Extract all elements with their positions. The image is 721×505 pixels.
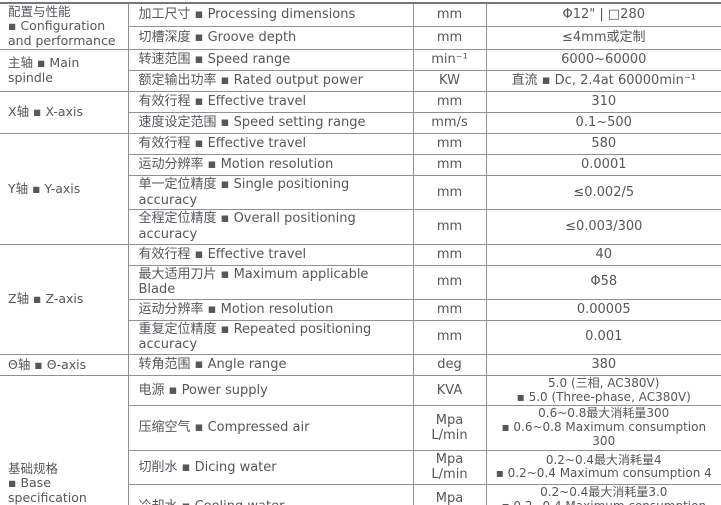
value-cell: 6000~60000 — [486, 49, 721, 71]
table-row: 单一定位精度 ▪ Single positioning accuracy mm ≤0… — [0, 175, 721, 210]
param-cell: 最大适用刀片 ▪ Maximum applicable Blade — [127, 264, 413, 300]
value-cell: 5.0 (三相, AC380V) ▪ 5.0 (Three-phase, AC3… — [486, 374, 721, 406]
param-cell: 切槽深度 ▪ Groove depth — [127, 25, 413, 50]
param-cell: 全程定位精度 ▪ Overall positioning accuracy — [127, 209, 413, 244]
value-cell: 直流 ▪ Dc, 2.4at 60000min⁻¹ — [486, 70, 721, 92]
category-cell: 配置与性能 ▪ Configuration and performance — [0, 2, 128, 50]
table-row: 最大适用刀片 ▪ Maximum applicable Blade mm Φ58 — [0, 264, 721, 300]
category-cell: Z轴 ▪ Z-axis — [0, 243, 128, 355]
value-cell: ≤0.002/5 — [486, 175, 721, 210]
param-cell: 重复定位精度 ▪ Repeated positioning accuracy — [127, 319, 413, 355]
unit-cell: mm — [412, 298, 487, 321]
value-cell: Φ12" | □280 — [486, 2, 721, 27]
table-row: 主轴 ▪ Main spindle 转速范围 ▪ Speed range min⁻¹… — [0, 49, 721, 92]
table-row: 压缩空气 ▪ Compressed air Mpa L/min 0.6~0.8最大消… — [0, 405, 721, 451]
unit-cell: mm — [412, 175, 487, 210]
param-cell: 有效行程 ▪ Effective travel — [127, 243, 413, 265]
table-row: 切削水 ▪ Dicing water Mpa L/min 0.2~0.4最大消耗量4… — [0, 449, 721, 485]
param-cell: 有效行程 ▪ Effective travel — [127, 91, 413, 113]
value-cell: 0.1~500 — [486, 112, 721, 134]
category-cell: X轴 ▪ X-axis — [0, 91, 128, 134]
table-row: 切槽深度 ▪ Groove depth mm ≤4mm或定制 — [0, 25, 721, 50]
param-cell: 压缩空气 ▪ Compressed air — [127, 405, 413, 451]
param-cell: 单一定位精度 ▪ Single positioning accuracy — [127, 175, 413, 210]
param-cell: 冷却水 ▪ Cooling water — [127, 484, 413, 505]
table-row: 运动分辨率 ▪ Motion resolution mm 0.00005 — [0, 298, 721, 321]
table-row: 全程定位精度 ▪ Overall positioning accuracy mm ≤… — [0, 209, 721, 244]
value-cell: ≤0.003/300 — [486, 209, 721, 244]
unit-cell: deg — [412, 353, 487, 376]
unit-cell: mm — [412, 243, 487, 265]
table-row: Θ轴 ▪ Θ-axis 转角范围 ▪ Angle range deg 380 — [0, 353, 721, 376]
unit-cell: mm — [412, 319, 487, 355]
param-cell: 转角范围 ▪ Angle range — [127, 353, 413, 376]
table-row: 基础规格 ▪ Base specification 电源 ▪ Power supp… — [0, 374, 721, 505]
unit-cell: KVA — [412, 374, 487, 406]
value-cell: 380 — [486, 353, 721, 376]
table-row: 配置与性能 ▪ Configuration and performance 加工尺… — [0, 2, 721, 50]
param-cell: 切削水 ▪ Dicing water — [127, 449, 413, 485]
table-row: 运动分辨率 ▪ Motion resolution mm 0.0001 — [0, 154, 721, 176]
table-row: Y轴 ▪ Y-axis 有效行程 ▪ Effective travel mm 580 — [0, 133, 721, 244]
param-cell: 加工尺寸 ▪ Processing dimensions — [127, 2, 413, 27]
value-cell: Φ58 — [486, 264, 721, 300]
unit-cell: min⁻¹ — [412, 49, 487, 71]
table-row: 速度设定范围 ▪ Speed setting range mm/s 0.1~500 — [0, 112, 721, 134]
table-row: 额定输出功率 ▪ Rated output power KW 直流 ▪ Dc, 2.… — [0, 70, 721, 92]
unit-cell: mm — [412, 209, 487, 244]
param-cell: 运动分辨率 ▪ Motion resolution — [127, 298, 413, 321]
table-row: Z轴 ▪ Z-axis 有效行程 ▪ Effective travel mm 40 — [0, 243, 721, 355]
param-cell: 速度设定范围 ▪ Speed setting range — [127, 112, 413, 134]
unit-cell: mm — [412, 2, 487, 27]
unit-cell: mm — [412, 264, 487, 300]
table-row: 重复定位精度 ▪ Repeated positioning accuracy mm… — [0, 319, 721, 355]
table-row: X轴 ▪ X-axis 有效行程 ▪ Effective travel mm 310 — [0, 91, 721, 134]
value-cell: 0.0001 — [486, 154, 721, 176]
category-cell: Θ轴 ▪ Θ-axis — [0, 353, 128, 376]
category-cell: Y轴 ▪ Y-axis — [0, 133, 128, 244]
unit-cell: Mpa L/min — [412, 449, 487, 485]
value-cell: 580 — [486, 133, 721, 155]
unit-cell: Mpa L/min — [412, 484, 487, 505]
value-cell: 40 — [486, 243, 721, 265]
value-cell: 0.2~0.4最大消耗量4 ▪ 0.2~0.4 Maximum consumpt… — [486, 449, 721, 485]
param-cell: 有效行程 ▪ Effective travel — [127, 133, 413, 155]
param-cell: 额定输出功率 ▪ Rated output power — [127, 70, 413, 92]
param-cell: 运动分辨率 ▪ Motion resolution — [127, 154, 413, 176]
param-cell: 转速范围 ▪ Speed range — [127, 49, 413, 71]
value-cell: 0.6~0.8最大消耗量300 ▪ 0.6~0.8 Maximum consum… — [486, 405, 721, 451]
value-cell: 0.00005 — [486, 298, 721, 321]
unit-cell: mm — [412, 133, 487, 155]
unit-cell: mm/s — [412, 112, 487, 134]
unit-cell: mm — [412, 91, 487, 113]
category-cell: 基础规格 ▪ Base specification — [0, 374, 128, 505]
value-cell: 310 — [486, 91, 721, 113]
unit-cell: KW — [412, 70, 487, 92]
value-cell: 0.001 — [486, 319, 721, 355]
value-cell: ≤4mm或定制 — [486, 25, 721, 50]
unit-cell: mm — [412, 25, 487, 50]
unit-cell: mm — [412, 154, 487, 176]
value-cell: 0.2~0.4最大消耗量3.0 ▪ 0.2~0.4 Maximum consum… — [486, 484, 721, 505]
category-cell: 主轴 ▪ Main spindle — [0, 49, 128, 92]
unit-cell: Mpa L/min — [412, 405, 487, 451]
param-cell: 电源 ▪ Power supply — [127, 374, 413, 406]
